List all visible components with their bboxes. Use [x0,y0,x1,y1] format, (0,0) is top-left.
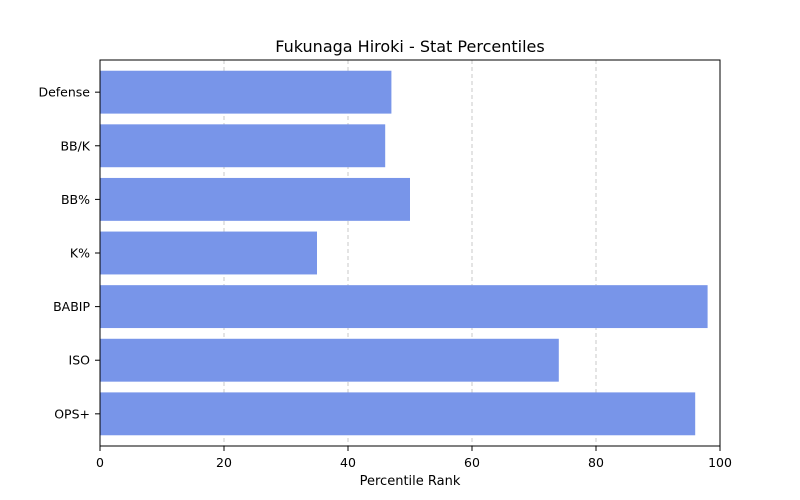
bar [100,392,696,436]
y-axis-ticks: Defense BB/K BB% K% BABIP ISO OPS+ [38,85,100,421]
y-tick-label: Defense [38,85,90,100]
y-tick-label: ISO [69,353,91,368]
x-tick-label: 0 [96,455,104,470]
x-tick-label: 60 [464,455,480,470]
bar [100,70,392,114]
x-tick-label: 80 [588,455,604,470]
y-tick-label: BB/K [60,138,90,153]
x-axis-label: Percentile Rank [360,474,461,489]
y-tick-label: BB% [61,192,90,207]
chart-title: Fukunaga Hiroki - Stat Percentiles [275,37,544,56]
bars [100,70,708,436]
y-tick-label: BABIP [53,299,90,314]
x-axis-ticks: 0 20 40 60 80 100 [96,446,732,470]
bar [100,338,559,382]
bar [100,231,317,275]
y-tick-label: K% [70,246,90,261]
bar [100,177,410,221]
x-tick-label: 40 [340,455,356,470]
x-tick-label: 20 [216,455,232,470]
bar [100,124,386,168]
bar [100,285,708,329]
y-tick-label: OPS+ [54,406,90,421]
x-tick-label: 100 [708,455,732,470]
